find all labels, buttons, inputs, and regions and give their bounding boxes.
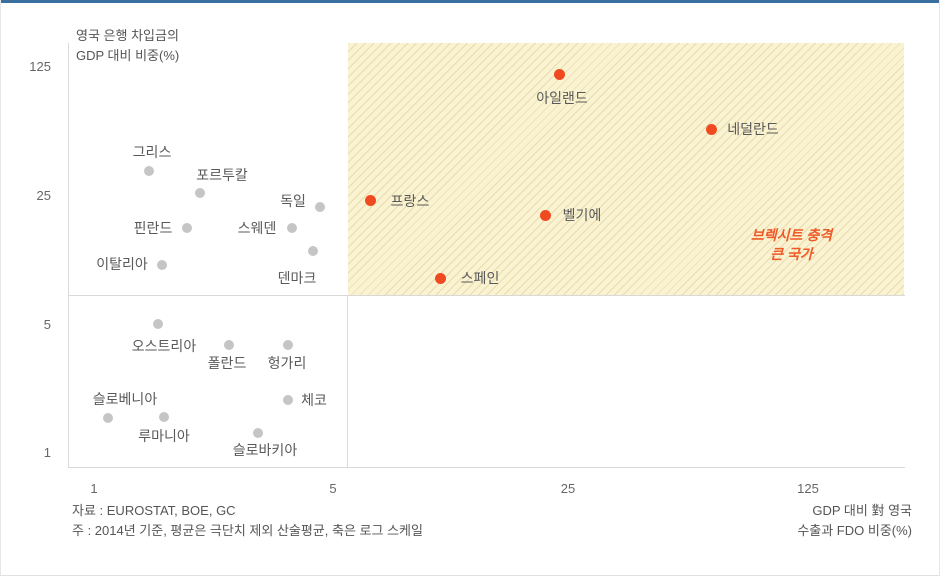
data-point-label: 독일 (280, 193, 306, 209)
x-axis-tick: 125 (797, 481, 819, 496)
data-point-label: 루마니아 (138, 428, 190, 444)
x-axis-tick: 25 (560, 481, 576, 496)
data-point-dot (287, 223, 297, 233)
x-axis-title: GDP 대비 對 영국 수출과 FDO 비중(%) (797, 501, 912, 541)
x-axis-line (68, 467, 905, 468)
data-point-dot (364, 194, 376, 206)
data-point-dot (539, 209, 551, 221)
quadrant-divider-vertical (347, 295, 348, 467)
data-point-label: 체코 (301, 392, 327, 408)
y-axis-tick: 5 (43, 317, 51, 332)
y-axis-tick: 1 (43, 445, 51, 460)
data-point-label: 네덜란드 (727, 121, 779, 137)
data-point-label: 스웨덴 (237, 220, 277, 236)
y-axis-title-line1: 영국 은행 차입금의 (76, 28, 179, 43)
data-point-label: 아일랜드 (536, 90, 588, 106)
data-point-label: 포르투칼 (196, 167, 248, 183)
data-point-dot (315, 202, 325, 212)
footnote-source: 자료 : EUROSTAT, BOE, GC (72, 503, 236, 518)
x-axis-title-line1: GDP 대비 對 영국 (812, 503, 912, 518)
x-axis-title-line2: 수출과 FDO 비중(%) (797, 523, 912, 538)
quadrant-divider-horizontal (68, 295, 905, 296)
data-point-label: 핀란드 (133, 220, 173, 236)
data-point-label: 슬로바키아 (232, 442, 298, 458)
y-axis-tick: 125 (29, 59, 51, 74)
data-point-dot (283, 395, 293, 405)
data-point-label: 이탈리아 (96, 256, 148, 272)
data-point-label: 그리스 (132, 144, 172, 160)
top-accent-bar (1, 0, 939, 3)
data-point-dot (553, 68, 565, 80)
data-point-label: 덴마크 (277, 270, 317, 286)
data-point-label: 프랑스 (390, 193, 430, 209)
data-point-dot (253, 428, 263, 438)
data-point-dot (705, 123, 717, 135)
data-point-label: 슬로베니아 (92, 391, 158, 407)
data-point-label: 오스트리아 (131, 338, 197, 354)
brexit-annotation-line1: 브렉시트 충격 (750, 227, 833, 243)
y-axis-title-line2: GDP 대비 비중(%) (76, 48, 180, 63)
brexit-highlight-region (348, 43, 904, 296)
data-point-label: 스페인 (460, 270, 500, 286)
data-point-dot (195, 188, 205, 198)
footnotes: 자료 : EUROSTAT, BOE, GC 주 : 2014년 기준, 평균은… (72, 501, 423, 541)
data-point-dot (159, 412, 169, 422)
x-axis-tick: 1 (90, 481, 98, 496)
data-point-dot (308, 246, 318, 256)
brexit-annotation: 브렉시트 충격 큰 국가 (724, 226, 859, 264)
footnote-note: 주 : 2014년 기준, 평균은 극단치 제외 산술평균, 축은 로그 스케일 (72, 523, 423, 538)
data-point-dot (182, 223, 192, 233)
data-point-dot (283, 340, 293, 350)
data-point-dot (153, 319, 163, 329)
y-axis-title: 영국 은행 차입금의 GDP 대비 비중(%) (76, 26, 179, 66)
x-axis-tick: 5 (329, 481, 337, 496)
data-point-dot (144, 166, 154, 176)
brexit-annotation-line2: 큰 국가 (770, 246, 813, 262)
data-point-dot (103, 413, 113, 423)
data-point-dot (224, 340, 234, 350)
data-point-label: 헝가리 (267, 355, 307, 371)
data-point-dot (434, 272, 446, 284)
data-point-label: 벨기에 (562, 207, 602, 223)
data-point-dot (157, 260, 167, 270)
data-point-label: 폴란드 (207, 355, 247, 371)
y-axis-line (68, 43, 69, 468)
y-axis-tick: 25 (36, 188, 51, 203)
